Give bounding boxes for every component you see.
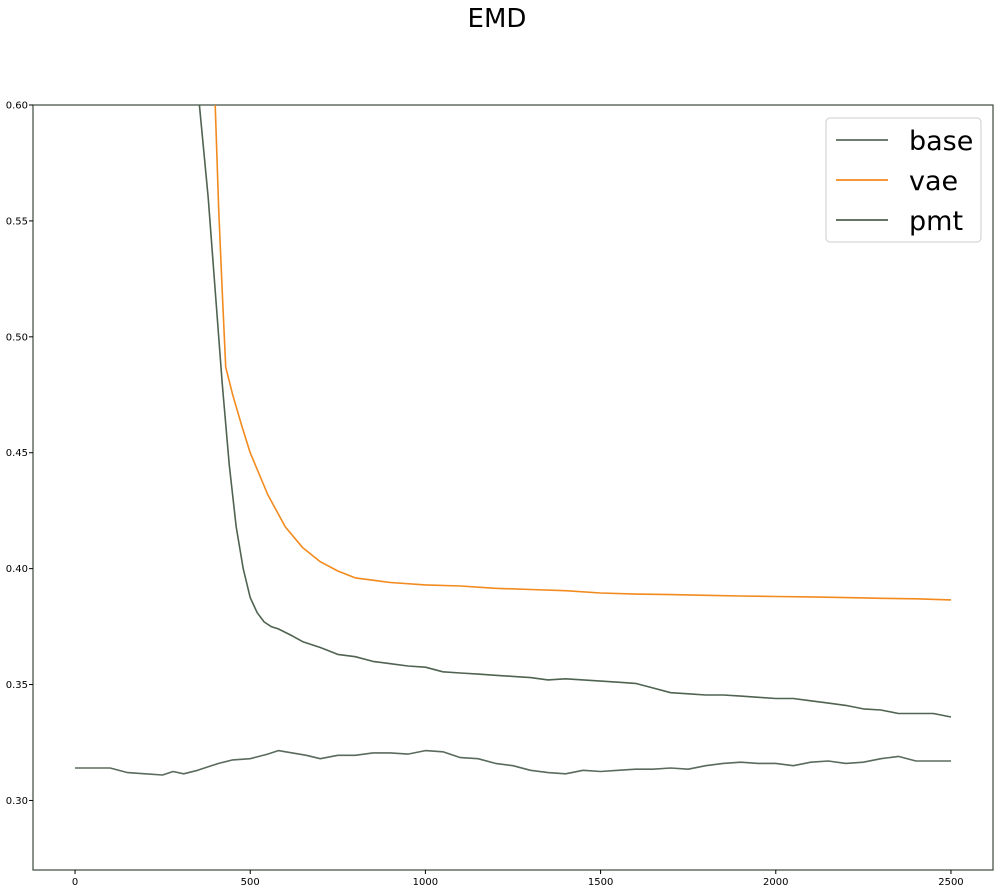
y-tick-label: 0.50 [6, 332, 28, 343]
y-tick-label: 0.40 [6, 564, 28, 575]
legend-label-base: base [909, 126, 973, 157]
series-line-pmt [198, 105, 952, 718]
y-tick-label: 0.55 [6, 216, 28, 227]
legend-label-vae: vae [909, 166, 958, 197]
series-line-vae [214, 105, 952, 601]
y-tick-label: 0.45 [6, 448, 28, 459]
series-layer [75, 105, 952, 776]
legend: base vae pmt [825, 117, 982, 243]
y-axis: 0.30 0.35 0.40 0.45 0.50 0.55 0.60 [6, 101, 33, 807]
chart-title: EMD [468, 4, 527, 34]
y-tick-label: 0.30 [6, 796, 28, 807]
y-tick-label: 0.60 [6, 101, 28, 112]
x-tick-label: 2500 [938, 877, 963, 888]
legend-label-pmt: pmt [909, 206, 963, 237]
y-tick-label: 0.35 [6, 680, 28, 691]
x-tick-label: 1000 [413, 877, 438, 888]
x-tick-label: 1500 [588, 877, 613, 888]
legend-frame [825, 117, 982, 243]
x-tick-label: 2000 [763, 877, 788, 888]
x-tick-label: 500 [241, 877, 260, 888]
x-axis: 0 500 1000 1500 2000 2500 [72, 870, 964, 888]
x-tick-label: 0 [72, 877, 78, 888]
series-line-base [75, 749, 951, 776]
